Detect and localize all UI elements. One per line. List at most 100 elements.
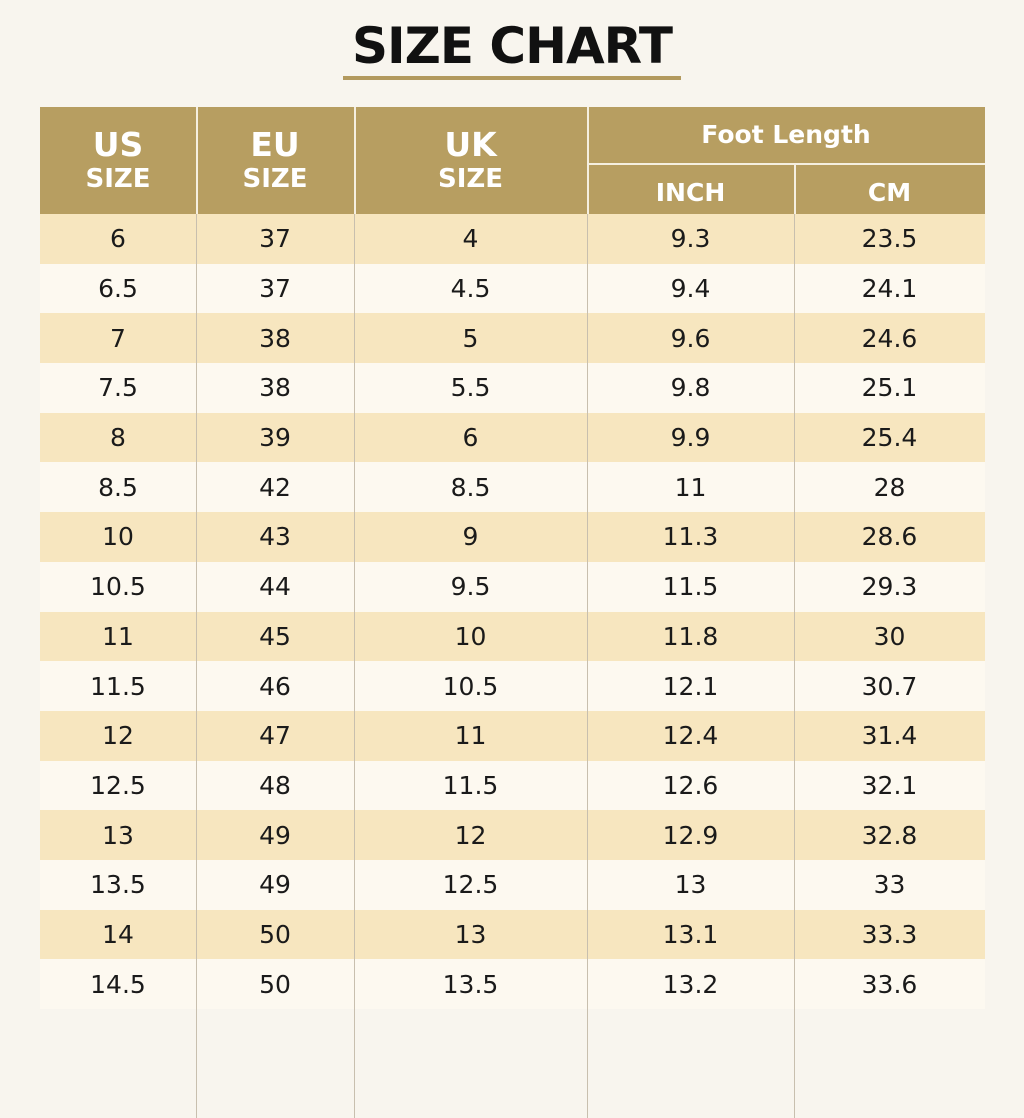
cell-inch: 13 (674, 870, 707, 900)
cell-inch: 11.8 (662, 621, 719, 651)
cell-inch: 9.9 (670, 423, 711, 453)
cell-cm: 28.6 (861, 522, 918, 552)
header-us-size: US SIZE (40, 127, 196, 197)
cell-inch: 13.2 (662, 969, 719, 999)
table-row: 10 43 9 11.3 28.6 (40, 512, 985, 562)
cell-us: 8.5 (98, 472, 138, 502)
table-row: 12.5 48 11.5 12.6 32.1 (40, 760, 985, 811)
header-eu-line1: EU (250, 125, 300, 164)
cell-eu: 42 (259, 472, 291, 502)
cell-eu: 50 (259, 969, 291, 999)
cell-uk: 5.5 (450, 373, 491, 403)
table-row: 13.5 49 12.5 13 33 (40, 859, 985, 910)
cell-us: 8 (110, 423, 126, 453)
cell-inch: 9.3 (670, 224, 711, 254)
cell-inch: 12.9 (662, 820, 719, 850)
cell-inch: 11.5 (662, 572, 719, 602)
cell-uk: 10 (454, 621, 487, 651)
cell-eu: 37 (259, 274, 291, 304)
cell-eu: 48 (259, 770, 291, 800)
header-divider (587, 163, 985, 165)
cell-uk: 6 (462, 423, 479, 453)
cell-eu: 46 (259, 671, 291, 701)
header-eu-size: EU SIZE (196, 127, 354, 197)
table-row: 6.5 37 4.5 9.4 24.1 (40, 263, 985, 314)
cell-eu: 43 (259, 522, 291, 552)
cell-us: 6.5 (98, 274, 138, 304)
header-foot-length: Foot Length (701, 120, 871, 149)
cell-cm: 32.8 (861, 820, 918, 850)
cell-us: 12.5 (90, 770, 146, 800)
cell-cm: 30 (873, 621, 906, 651)
cell-us: 7.5 (98, 373, 138, 403)
cell-cm: 28 (873, 472, 906, 502)
header-us-line2: SIZE (85, 164, 151, 194)
column-divider (196, 214, 197, 1118)
cell-eu: 38 (259, 373, 291, 403)
cell-cm: 23.5 (861, 224, 918, 254)
header-uk-size: UK SIZE (354, 127, 587, 197)
column-divider (587, 214, 588, 1118)
cell-uk: 5 (462, 323, 479, 353)
cell-eu: 47 (259, 721, 291, 751)
cell-us: 13 (102, 820, 134, 850)
cell-uk: 10.5 (442, 671, 499, 701)
cell-eu: 38 (259, 323, 291, 353)
cell-inch: 9.4 (670, 274, 711, 304)
cell-uk: 12.5 (442, 870, 499, 900)
header-divider (794, 163, 796, 214)
cell-uk: 4 (462, 224, 479, 254)
cell-uk: 8.5 (450, 472, 491, 502)
cell-us: 11.5 (90, 671, 146, 701)
cell-eu: 37 (259, 224, 291, 254)
table-row: 7.5 38 5.5 9.8 25.1 (40, 363, 985, 413)
page-title: SIZE CHART (351, 17, 673, 75)
table-row: 11.5 46 10.5 12.1 30.7 (40, 661, 985, 711)
cell-uk: 12 (454, 820, 487, 850)
cell-inch: 12.1 (662, 671, 719, 701)
cell-inch: 12.4 (662, 721, 719, 751)
cell-uk: 11.5 (442, 770, 499, 800)
cell-inch: 9.8 (670, 373, 711, 403)
cell-cm: 33.6 (861, 969, 918, 999)
table-row: 12 47 11 12.4 31.4 (40, 710, 985, 761)
header-uk-line2: SIZE (437, 164, 503, 194)
cell-inch: 11 (674, 472, 707, 502)
cell-eu: 50 (259, 919, 291, 949)
header-inch: INCH (655, 178, 726, 207)
table-row: 6 37 4 9.3 23.5 (40, 214, 985, 264)
cell-eu: 44 (259, 572, 291, 602)
cell-cm: 24.1 (861, 274, 918, 304)
cell-uk: 13.5 (442, 969, 499, 999)
header-uk-line1: UK (444, 125, 497, 164)
cell-us: 11 (102, 621, 134, 651)
table-row: 10.5 44 9.5 11.5 29.3 (40, 561, 985, 612)
cell-us: 7 (110, 323, 126, 353)
cell-cm: 32.1 (861, 770, 918, 800)
cell-inch: 12.6 (662, 770, 719, 800)
cell-uk: 4.5 (450, 274, 491, 304)
cell-cm: 25.1 (861, 373, 918, 403)
cell-inch: 9.6 (670, 323, 711, 353)
header-us-line1: US (92, 125, 144, 164)
cell-uk: 11 (454, 721, 487, 751)
cell-uk: 9.5 (450, 572, 491, 602)
table-row: 8.5 42 8.5 11 28 (40, 462, 985, 513)
header-cm: CM (867, 178, 912, 207)
cell-us: 13.5 (90, 870, 146, 900)
cell-cm: 29.3 (861, 572, 918, 602)
column-divider (354, 214, 355, 1118)
size-chart-table: US SIZE EU SIZE UK SIZE Foot Length INCH… (40, 107, 985, 1118)
table-row: 13 49 12 12.9 32.8 (40, 810, 985, 860)
cell-us: 14.5 (90, 969, 146, 999)
header-eu-line2: SIZE (242, 164, 308, 194)
cell-eu: 39 (259, 423, 291, 453)
table-row: 11 45 10 11.8 30 (40, 611, 985, 662)
cell-cm: 33.3 (861, 919, 918, 949)
column-divider (794, 214, 795, 1118)
cell-eu: 45 (259, 621, 291, 651)
cell-uk: 9 (462, 522, 479, 552)
cell-cm: 25.4 (861, 423, 918, 453)
cell-cm: 30.7 (861, 671, 918, 701)
table-row: 7 38 5 9.6 24.6 (40, 313, 985, 364)
